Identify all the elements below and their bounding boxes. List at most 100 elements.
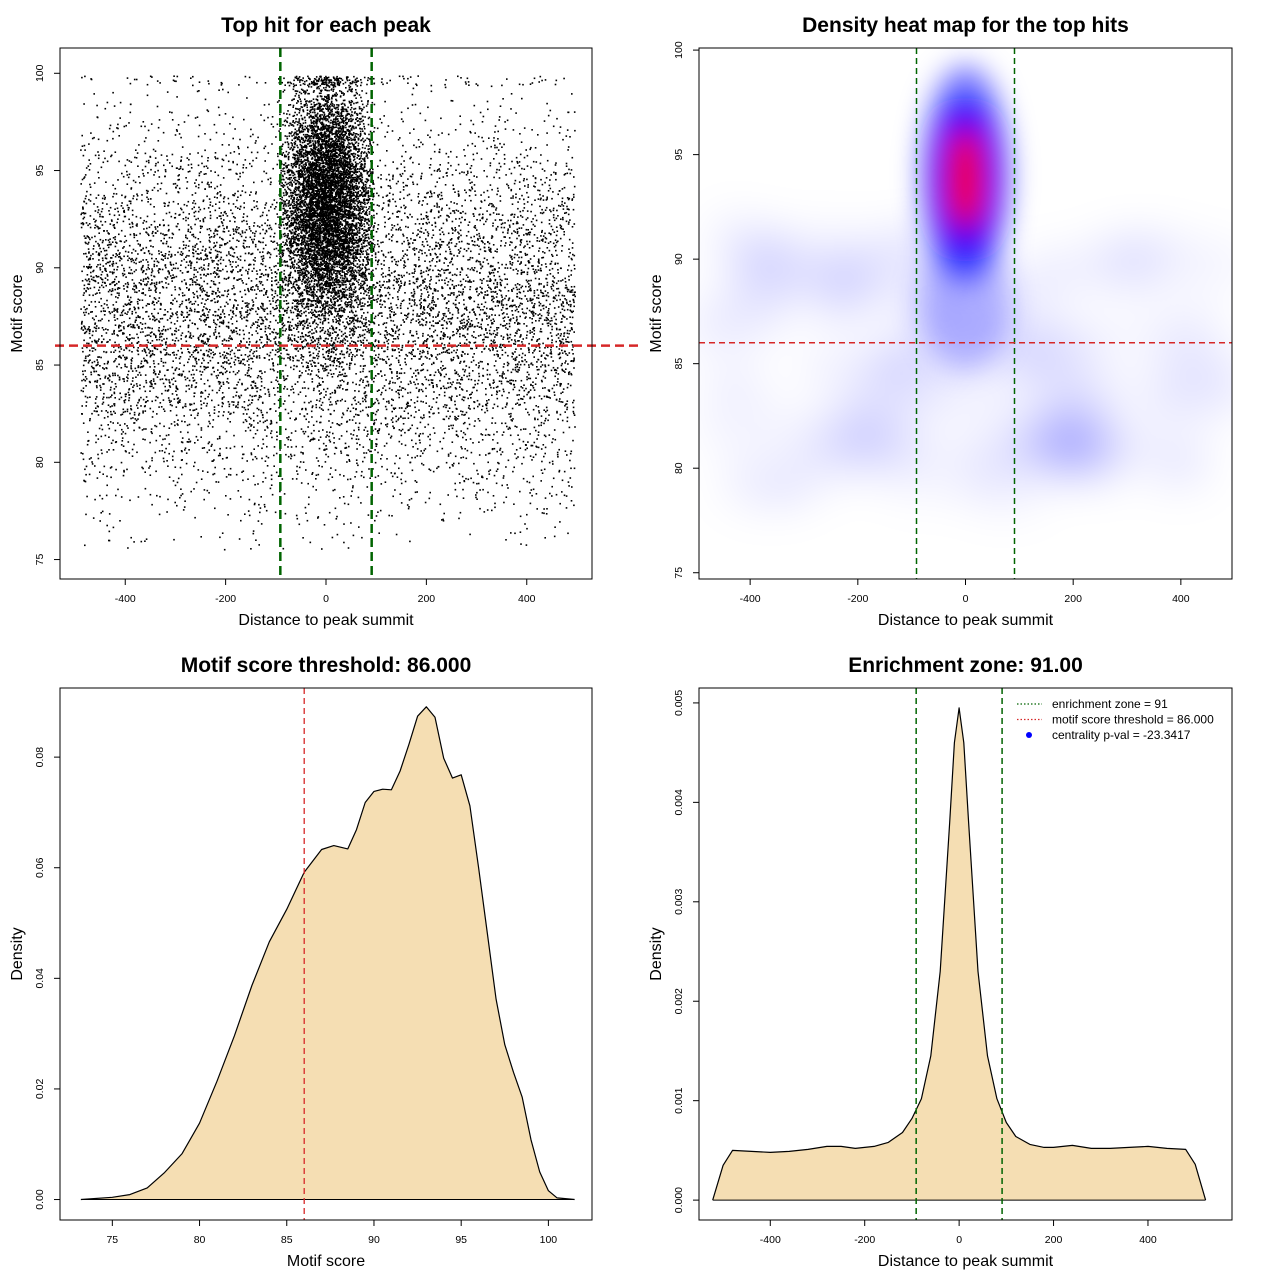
scatter-point	[454, 418, 456, 420]
scatter-point	[232, 261, 234, 263]
scatter-point	[565, 211, 568, 214]
scatter-point	[483, 511, 486, 513]
scatter-point	[392, 417, 394, 419]
scatter-point	[498, 162, 501, 165]
scatter-point	[180, 347, 182, 350]
scatter-point	[266, 341, 268, 343]
scatter-point	[338, 361, 340, 363]
scatter-point	[478, 253, 480, 255]
scatter-point	[472, 481, 475, 484]
scatter-point	[191, 208, 194, 210]
scatter-point	[142, 398, 145, 401]
scatter-point	[465, 338, 468, 341]
scatter-point	[530, 362, 533, 364]
scatter-point	[195, 357, 197, 360]
scatter-point	[113, 404, 116, 407]
scatter-point	[280, 224, 282, 227]
scatter-point	[328, 398, 330, 401]
scatter-point	[217, 454, 220, 457]
scatter-point	[130, 260, 133, 263]
scatter-point	[434, 252, 436, 255]
scatter-point	[526, 217, 529, 219]
scatter-point	[323, 332, 326, 334]
scatter-point	[373, 419, 376, 422]
scatter-point	[410, 497, 413, 500]
scatter-point	[525, 408, 527, 410]
scatter-point	[108, 396, 110, 399]
scatter-point	[111, 241, 114, 243]
scatter-point	[447, 453, 450, 456]
scatter-point	[390, 404, 393, 407]
scatter-point	[315, 331, 318, 333]
scatter-point	[114, 245, 117, 248]
scatter-point	[411, 376, 413, 378]
scatter-point	[388, 293, 391, 296]
scatter-point	[526, 480, 528, 483]
scatter-point	[490, 339, 493, 342]
scatter-point	[242, 413, 245, 415]
scatter-point	[271, 143, 273, 145]
scatter-point	[525, 544, 528, 546]
scatter-point	[100, 250, 102, 253]
scatter-point	[451, 395, 453, 398]
scatter-point	[352, 260, 355, 263]
scatter-point	[121, 321, 123, 324]
scatter-point	[464, 81, 467, 83]
scatter-point	[203, 312, 205, 315]
scatter-point	[196, 90, 199, 93]
scatter-point	[446, 219, 448, 222]
scatter-point	[476, 382, 479, 385]
scatter-point	[246, 341, 248, 343]
scatter-point	[228, 168, 230, 171]
scatter-point	[413, 268, 416, 270]
scatter-point	[517, 201, 519, 203]
scatter-point	[192, 235, 195, 238]
scatter-point	[439, 198, 442, 201]
scatter-point	[260, 496, 262, 498]
scatter-point	[268, 325, 271, 327]
scatter-point	[568, 275, 570, 278]
scatter-point	[465, 439, 467, 441]
scatter-point	[450, 424, 452, 427]
scatter-point	[181, 437, 184, 439]
scatter-point	[205, 165, 208, 167]
scatter-point	[543, 352, 545, 354]
scatter-point	[101, 318, 103, 320]
scatter-point	[414, 270, 416, 272]
scatter-point	[571, 93, 573, 95]
scatter-point	[524, 523, 526, 525]
scatter-point	[439, 379, 441, 382]
scatter-point	[195, 435, 198, 438]
scatter-point	[559, 384, 562, 386]
scatter-point	[555, 249, 557, 252]
scatter-point	[127, 338, 129, 340]
scatter-point	[399, 364, 401, 366]
scatter-point	[273, 248, 276, 251]
scatter-point	[207, 425, 209, 428]
scatter-point	[506, 313, 508, 315]
scatter-point	[473, 462, 475, 465]
scatter-point	[561, 321, 563, 323]
scatter-point	[545, 354, 548, 356]
scatter-point	[387, 185, 390, 187]
scatter-point	[450, 164, 452, 167]
scatter-point	[137, 243, 140, 245]
scatter-point	[258, 503, 260, 506]
scatter-point	[507, 380, 510, 383]
scatter-point	[527, 391, 530, 394]
scatter-point	[566, 420, 569, 423]
scatter-point	[326, 275, 329, 278]
scatter-point	[158, 268, 160, 270]
scatter-point	[447, 494, 449, 496]
scatter-point	[421, 351, 424, 354]
scatter-point	[151, 270, 154, 272]
scatter-point	[136, 349, 139, 352]
scatter-point	[500, 304, 503, 306]
scatter-point	[537, 373, 539, 375]
scatter-point	[378, 245, 380, 248]
scatter-point	[163, 348, 165, 351]
scatter-point	[413, 355, 415, 357]
scatter-point	[274, 337, 277, 339]
scatter-point	[126, 204, 129, 207]
scatter-point	[293, 334, 296, 337]
